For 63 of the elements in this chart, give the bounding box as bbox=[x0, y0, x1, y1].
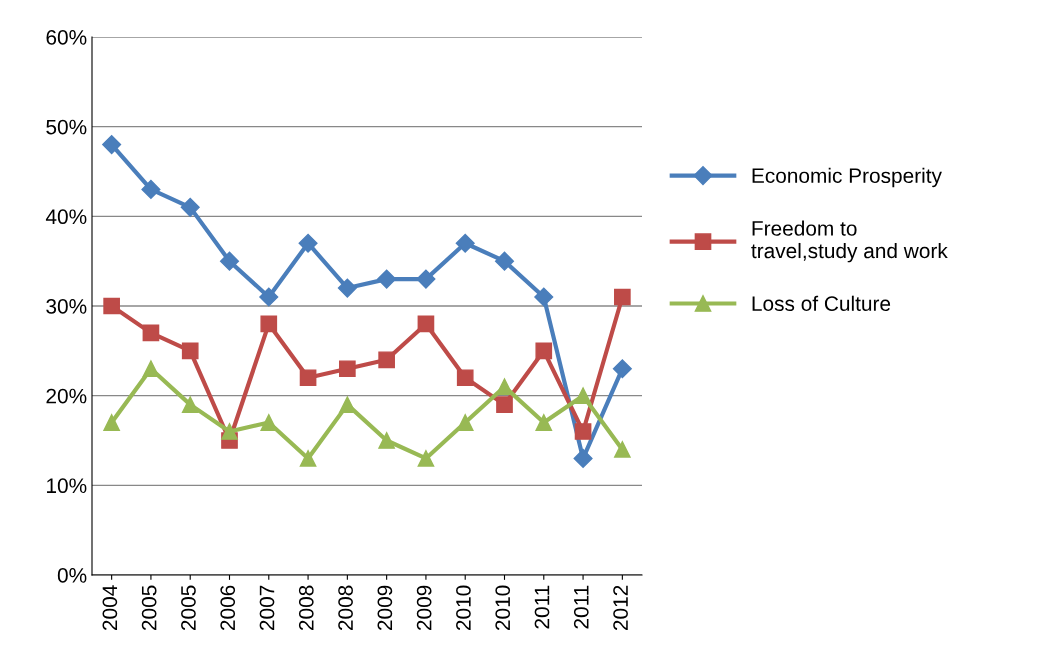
point bbox=[378, 432, 395, 449]
point bbox=[535, 414, 553, 431]
point bbox=[417, 450, 435, 467]
point bbox=[337, 278, 357, 298]
y-tick-label: 50% bbox=[46, 119, 87, 135]
point bbox=[299, 450, 317, 467]
x-tick-label: 2011 bbox=[573, 585, 589, 629]
point bbox=[496, 396, 513, 413]
x-tick-label: 2009 bbox=[377, 585, 393, 631]
point bbox=[103, 414, 120, 431]
y-tick-label: 60% bbox=[46, 30, 87, 45]
point bbox=[221, 423, 238, 440]
x-tick-label: 2007 bbox=[259, 585, 275, 631]
point bbox=[141, 179, 161, 199]
point bbox=[455, 233, 475, 253]
x-tick-label: 2004 bbox=[102, 585, 118, 631]
x-tick-label: 2008 bbox=[298, 585, 314, 631]
point bbox=[377, 269, 397, 289]
point bbox=[181, 396, 199, 413]
legend-label: Loss of Culture bbox=[752, 295, 891, 312]
x-tick-label: 2012 bbox=[613, 585, 628, 631]
x-tick-label: 2006 bbox=[220, 585, 236, 631]
point bbox=[614, 441, 631, 458]
y-tick-label: 0% bbox=[57, 568, 87, 583]
point bbox=[142, 360, 160, 378]
y-tick-label: 10% bbox=[47, 478, 87, 494]
y-tick-label: 20% bbox=[46, 388, 87, 404]
point bbox=[416, 269, 436, 289]
point bbox=[180, 197, 200, 217]
point bbox=[573, 448, 593, 468]
point bbox=[574, 387, 592, 405]
x-tick-label: 2009 bbox=[416, 585, 432, 631]
point bbox=[103, 297, 120, 315]
point bbox=[260, 315, 278, 333]
point bbox=[181, 342, 199, 360]
point bbox=[219, 251, 240, 271]
point bbox=[298, 233, 318, 253]
x-tick-label: 2011 bbox=[534, 585, 550, 629]
point bbox=[456, 369, 474, 387]
point bbox=[574, 423, 592, 440]
point bbox=[339, 360, 356, 378]
point bbox=[494, 251, 515, 271]
y-tick-label: 30% bbox=[46, 299, 87, 314]
point bbox=[259, 287, 279, 307]
point bbox=[102, 135, 122, 155]
point bbox=[535, 342, 553, 360]
point bbox=[612, 359, 632, 379]
point bbox=[417, 315, 435, 333]
y-tick-label: 40% bbox=[45, 209, 87, 225]
point bbox=[496, 378, 513, 396]
point bbox=[614, 288, 631, 306]
point bbox=[534, 287, 554, 307]
x-tick-label: 2010 bbox=[456, 585, 471, 631]
point bbox=[378, 351, 395, 369]
point bbox=[142, 324, 160, 342]
x-tick-label: 2005 bbox=[141, 585, 157, 631]
legend-label: Freedom to travel,study and work bbox=[751, 220, 948, 263]
x-tick-label: 2005 bbox=[181, 585, 196, 631]
x-tick-label: 2008 bbox=[338, 585, 353, 631]
x-tick-label: 2010 bbox=[495, 585, 511, 631]
point bbox=[339, 396, 356, 413]
point bbox=[299, 369, 317, 387]
legend-label: Economic Prosperity bbox=[752, 167, 942, 188]
